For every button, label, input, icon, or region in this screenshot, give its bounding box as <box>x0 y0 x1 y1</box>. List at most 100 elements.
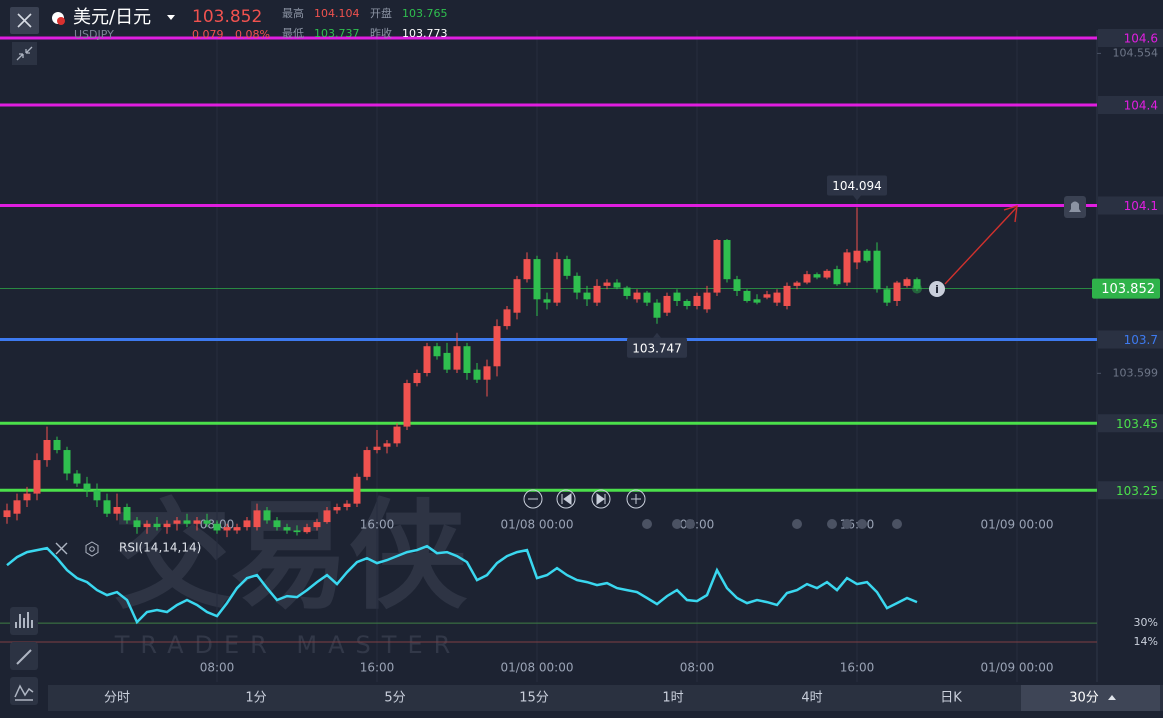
y-tick-label: 30% <box>1134 616 1158 629</box>
collapse-icon <box>16 46 33 61</box>
next[interactable] <box>591 489 611 509</box>
annotation-label: 104.094 <box>832 179 882 193</box>
info-icon: i <box>935 283 939 296</box>
event-dot[interactable] <box>792 519 802 529</box>
candle-body <box>763 294 771 298</box>
candle-body <box>673 292 681 301</box>
zoom-out[interactable] <box>523 489 543 509</box>
zoom-in[interactable] <box>626 489 646 509</box>
timeframe[interactable]: 1时 <box>662 691 683 706</box>
change-pct: 0.08% <box>235 28 270 41</box>
candle-body <box>203 520 211 524</box>
level-label-box <box>1098 330 1163 349</box>
rsi-close[interactable] <box>55 542 68 555</box>
timeframe-caret <box>1108 695 1116 700</box>
candle-body <box>623 287 631 296</box>
candle-body <box>493 326 501 367</box>
stat-label: 最低 <box>282 27 304 40</box>
candle-body <box>213 523 221 531</box>
last-price-label: 103.852 <box>1101 282 1155 297</box>
timeframe[interactable]: 4时 <box>801 691 822 706</box>
timeframe[interactable]: 30分 <box>1069 691 1099 706</box>
event-dot[interactable] <box>827 519 837 529</box>
event-dot[interactable] <box>857 519 867 529</box>
level-label-box <box>1098 96 1163 114</box>
candle-body <box>73 473 81 484</box>
level-label: 104.6 <box>1124 32 1158 46</box>
y-tick-label: 103.599 <box>1113 366 1159 379</box>
x-tick-label: 01/08 00:00 <box>501 661 574 675</box>
zoom-in-icon <box>631 494 641 504</box>
candle-body <box>393 426 401 444</box>
x-tick-label: 08:00 <box>200 661 235 675</box>
projection-arrow <box>944 205 1018 285</box>
symbol[interactable]: 美元/日元 <box>73 7 151 28</box>
level-label: 103.45 <box>1116 417 1158 431</box>
stat-value: 103.765 <box>402 7 448 20</box>
stat-value: 103.773 <box>402 27 448 40</box>
playback-controls <box>523 489 646 509</box>
rsi-line <box>6 544 918 625</box>
candle-body <box>43 440 51 461</box>
annotation-pointer <box>653 332 661 338</box>
candle-body <box>843 252 851 283</box>
candle-body <box>343 503 351 507</box>
timeframe[interactable]: 日K <box>940 691 962 706</box>
candle-body <box>683 300 691 306</box>
level-label: 103.25 <box>1116 484 1158 498</box>
prev[interactable] <box>556 489 576 509</box>
event-dot[interactable] <box>672 519 682 529</box>
collapse-button[interactable] <box>12 42 37 65</box>
candle-body <box>873 250 881 290</box>
tool-compare-icon <box>14 684 34 701</box>
candle-body <box>453 346 461 370</box>
candle-body <box>323 510 331 523</box>
timeframe[interactable]: 1分 <box>245 691 266 706</box>
x-tick-label: 01/09 00:00 <box>981 518 1054 532</box>
change: 0.079 <box>192 28 224 41</box>
symbol-dropdown[interactable] <box>167 15 175 20</box>
candle-body <box>283 527 291 531</box>
event-dot[interactable] <box>642 519 652 529</box>
tool-compare[interactable] <box>10 677 38 705</box>
level-label: 104.1 <box>1124 199 1158 213</box>
annotation-box <box>827 175 887 196</box>
prev-icon <box>561 493 572 505</box>
timeframe[interactable]: 15分 <box>519 691 549 706</box>
candle-body <box>893 282 901 301</box>
event-dot[interactable] <box>892 519 902 529</box>
level-label-box <box>1098 29 1163 47</box>
candle-body <box>653 302 661 318</box>
event-dot[interactable] <box>842 519 852 529</box>
candle-body <box>83 483 91 491</box>
level-label: 104.4 <box>1124 99 1158 113</box>
candle-body <box>193 520 201 524</box>
candle-body <box>713 240 721 293</box>
tool-draw-icon <box>16 649 32 665</box>
candle-body <box>253 510 261 528</box>
timeframe[interactable]: 分时 <box>104 691 130 706</box>
candle-body <box>483 366 491 380</box>
rsi-settings[interactable] <box>85 541 99 557</box>
candle-body <box>23 493 31 501</box>
candle-body <box>333 507 341 511</box>
candle-body <box>773 292 781 303</box>
info-button[interactable] <box>929 281 945 297</box>
x-tick-label: 16:00 <box>840 661 875 675</box>
candle-body <box>13 500 21 514</box>
rsi-settings-dot <box>89 546 95 552</box>
event-dot[interactable] <box>685 519 695 529</box>
candle-body <box>723 240 731 280</box>
candle-body <box>863 250 871 261</box>
candle-body <box>473 369 481 380</box>
candle-body <box>223 527 231 531</box>
candle-body <box>423 346 431 373</box>
candle-body <box>463 346 471 373</box>
candle-body <box>703 292 711 310</box>
candle-body <box>513 279 521 313</box>
timeframe[interactable]: 5分 <box>384 691 405 706</box>
candle-body <box>433 346 441 357</box>
x-tick-label: 08:00 <box>680 661 715 675</box>
candle-body <box>783 285 791 306</box>
plot: 08:00 16:00 01/08 00:00 08:00 16:00 01/09 00:… <box>0 29 1163 682</box>
